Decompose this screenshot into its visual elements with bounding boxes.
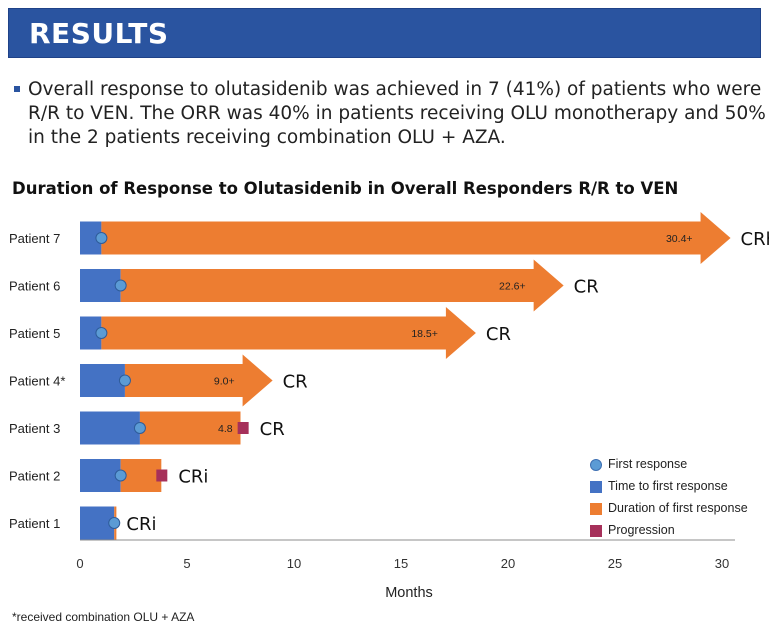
bullet-icon [14,86,20,92]
response-label: CRi [126,514,156,535]
response-label: CR [283,372,308,393]
y-tick-label: Patient 3 [9,421,60,436]
first-response-marker [118,374,131,387]
legend-label: Time to first response [608,479,728,493]
response-label: CR [486,324,511,345]
time-to-first-response-bar [80,411,140,445]
y-tick-label: Patient 7 [9,231,60,246]
progression-swatch [590,525,602,537]
legend-item-time-to-first-response: Time to first response [590,478,768,500]
duration-of-first-response-arrow [120,259,564,312]
time-to-first-response-bar [80,364,125,397]
legend-label: Duration of first response [608,501,748,515]
duration-of-first-response-arrow [101,212,731,264]
legend-item-progression: Progression [590,522,768,544]
x-tick-label: 15 [394,556,408,571]
duration-data-label: 30.4+ [666,233,693,245]
chart-legend: First response Time to first response Du… [590,456,768,544]
response-label: CR [260,419,285,440]
time-to-first-response-bar [80,459,121,492]
y-tick-label: Patient 5 [9,326,60,341]
summary-text: Overall response to olutasidenib was ach… [28,79,766,148]
first-response-marker [133,422,146,434]
response-label: CR [574,277,599,298]
y-tick-label: Patient 4* [9,374,65,389]
progression-marker [237,422,249,434]
y-tick-label: Patient 1 [9,516,60,531]
first-response-marker [108,517,121,529]
legend-item-first-response: First response [590,456,768,478]
duration-of-first-response-swatch [590,503,602,515]
time-to-first-response-swatch [590,481,602,493]
progression-marker [156,469,168,482]
chart-title: Duration of Response to Olutasidenib in … [12,179,679,198]
legend-label: Progression [608,523,675,537]
y-tick-label: Patient 2 [9,469,60,484]
x-tick-label: 10 [287,556,301,571]
duration-data-label: 9.0+ [214,376,235,388]
duration-data-label: 18.5+ [411,328,438,340]
results-banner: RESULTS [8,8,761,58]
response-label: CRh [741,229,769,250]
duration-of-first-response-bar [139,411,241,445]
x-tick-label: 20 [501,556,515,571]
page-title: RESULTS [29,17,169,50]
x-tick-label: 30 [715,556,729,571]
legend-item-duration-of-first-response: Duration of first response [590,500,768,522]
x-tick-label: 0 [76,556,83,571]
duration-data-label: 22.6+ [499,281,526,293]
first-response-marker [95,232,108,244]
x-tick-label: 5 [183,556,190,571]
first-response-marker [114,279,127,292]
response-label: CRi [178,467,208,488]
first-response-marker-icon [590,459,602,471]
y-tick-label: Patient 6 [9,279,60,294]
duration-of-first-response-bar [120,459,162,492]
x-tick-label: 25 [608,556,622,571]
time-to-first-response-bar [80,316,102,350]
time-to-first-response-bar [80,221,102,255]
legend-label: First response [608,457,688,471]
first-response-marker [114,469,127,482]
footnote: *received combination OLU + AZA [12,610,195,624]
first-response-marker [95,327,108,339]
time-to-first-response-bar [80,269,121,302]
duration-data-label: 4.8 [218,423,233,435]
duration-of-first-response-arrow [101,307,476,359]
duration-of-first-response-arrow [124,354,273,407]
x-axis-label: Months [385,585,433,601]
